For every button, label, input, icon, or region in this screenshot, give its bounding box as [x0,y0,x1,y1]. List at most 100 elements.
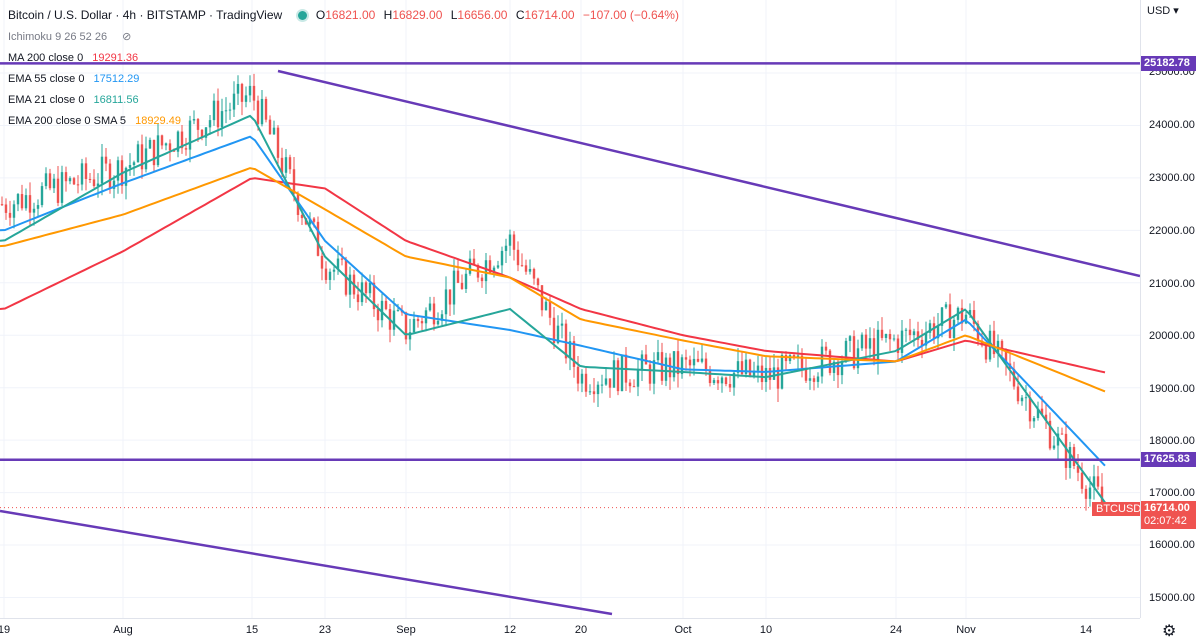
candle-body [852,336,856,369]
candle-body [12,204,16,218]
indicator-name[interactable]: EMA 55 close 0 [8,73,85,85]
candle-body [28,195,32,213]
candle-body [168,143,172,151]
candle-body [960,307,964,324]
candle-body [96,183,100,187]
candle-body [1012,368,1016,387]
candle-body [64,172,68,182]
indicator-ema55[interactable]: EMA 55 close 0 17512.29 [8,73,139,85]
platform: TradingView [216,8,283,22]
candle-body [1052,445,1056,449]
price-tick: 15000.00 [1149,592,1195,604]
currency-selector[interactable]: USD ▾ [1147,4,1179,17]
candle-body [656,352,660,361]
candle-body [840,361,844,376]
price-tick: 24000.00 [1149,119,1195,131]
indicator-ema21[interactable]: EMA 21 close 0 16811.56 [8,94,139,106]
candle-body [684,357,688,360]
candle-body [528,268,532,272]
last-price-label: 16714.00 02:07:42 [1141,501,1196,529]
chart-pane[interactable]: Bitcoin / U.S. Dollar · 4h · BITSTAMP · … [0,0,1140,618]
ma200-line [0,177,1106,374]
indicator-ema200[interactable]: EMA 200 close 0 SMA 5 18929.49 [8,115,181,127]
candle-body [368,282,372,294]
candle-body [204,127,208,138]
candle-body [248,85,252,96]
indicator-ma200[interactable]: MA 200 close 0 19291.36 [8,52,138,64]
candle-body [532,268,536,279]
candle-body [696,358,700,362]
candle-body [144,148,148,170]
candle-body [680,357,684,375]
price-tick: 21000.00 [1149,278,1195,290]
candle-body [160,135,164,146]
candle-body [20,194,24,209]
candle-body [1020,397,1024,402]
exchange: BITSTAMP [146,8,206,22]
candle-body [16,194,20,205]
candle-body [808,378,812,381]
currency-label[interactable]: USD [1147,5,1171,17]
candle-body [812,378,816,382]
countdown-value: 02:07:42 [1144,515,1187,527]
price-chart[interactable] [0,0,1140,618]
candle-body [520,265,524,267]
candle-body [664,357,668,381]
candle-body [60,172,64,203]
candle-body [608,378,612,388]
candle-body [468,258,472,274]
indicator-name[interactable]: EMA 21 close 0 [8,94,85,106]
indicator-ichimoku[interactable]: Ichimoku 9 26 52 26 ⊘ [8,30,131,43]
candle-body [824,346,828,351]
candle-body [516,249,520,266]
candle-body [652,360,656,384]
candle-body [1032,418,1036,422]
candle-body [1024,397,1028,399]
low-label: L [450,8,458,22]
time-tick: Nov [956,624,976,636]
symbol-name[interactable]: Bitcoin / U.S. Dollar [8,8,113,22]
candle-body [376,309,380,321]
time-scale[interactable]: 19 Aug 15 23 Sep 12 20 Oct 10 24 Nov 14 [0,618,1140,642]
candle-body [140,144,144,170]
time-tick: 14 [1079,624,1093,636]
candle-body [828,350,832,373]
interval[interactable]: 4h [122,8,137,22]
price-tick: 17000.00 [1149,487,1195,499]
candle-body [412,318,416,333]
candle-body [568,341,572,359]
symbol-header[interactable]: Bitcoin / U.S. Dollar · 4h · BITSTAMP · … [8,8,679,22]
candle-body [192,119,196,121]
hidden-eye-icon[interactable]: ⊘ [122,31,132,43]
candle-body [1076,465,1080,473]
candle-body [584,373,588,392]
candle-body [816,376,820,382]
candle-body [708,370,712,384]
candle-body [916,331,920,340]
candle-body [440,314,444,321]
candle-body [364,282,368,294]
candle-body [1036,408,1040,419]
chevron-down-icon[interactable]: ▾ [1173,5,1179,17]
candle-body [632,386,636,388]
candle-body [320,255,324,269]
candle-body [1100,486,1104,504]
candle-body [768,367,772,380]
candle-body [756,365,760,371]
indicator-name[interactable]: MA 200 close 0 [8,52,84,64]
gear-icon[interactable]: ⚙ [1162,623,1177,640]
candle-body [184,148,188,150]
indicator-name[interactable]: Ichimoku 9 26 52 26 [8,31,108,43]
candle-body [724,377,728,385]
indicator-name[interactable]: EMA 200 close 0 SMA 5 [8,115,127,127]
candle-body [704,358,708,371]
candle-body [600,384,604,386]
indicator-value: 18929.49 [135,115,181,127]
candle-body [340,258,344,260]
candle-body [220,111,224,128]
candle-body [1048,420,1052,449]
price-scale[interactable]: USD ▾ 25000.00 24000.00 23000.00 22000.0… [1140,0,1196,618]
price-tick: 20000.00 [1149,330,1195,342]
candle-body [952,319,956,339]
candle-body [924,332,928,346]
